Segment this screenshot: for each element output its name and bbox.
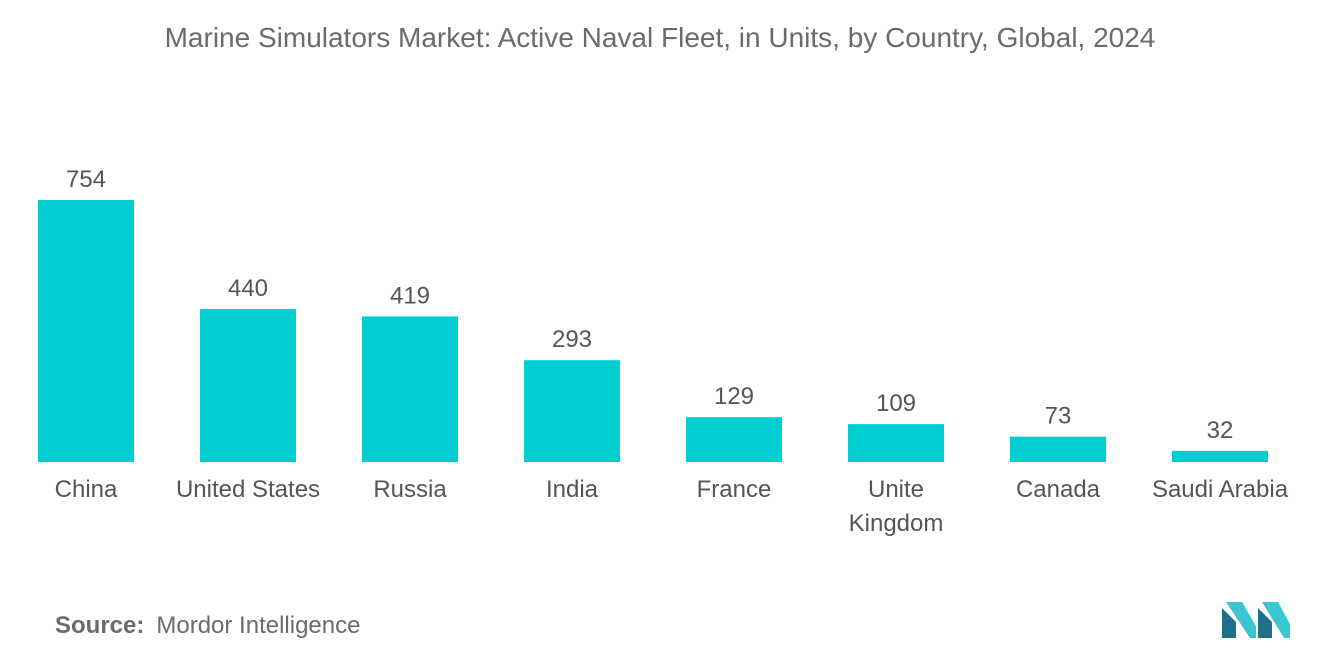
data-label: 32	[1207, 417, 1234, 444]
data-label: 293	[552, 326, 592, 353]
bar	[362, 316, 458, 462]
x-tick-label: Saudi Arabia	[1152, 476, 1289, 503]
bar	[200, 309, 296, 462]
chart-title: Marine Simulators Market: Active Naval F…	[164, 22, 1156, 53]
x-tick-label: Canada	[1016, 476, 1101, 503]
mordor-intelligence-logo-icon	[1222, 602, 1290, 638]
bar	[848, 424, 944, 462]
source-note: Source: Mordor Intelligence	[55, 612, 360, 640]
x-tick-label: India	[546, 476, 599, 503]
bar	[1172, 450, 1268, 462]
data-label: 73	[1045, 403, 1072, 430]
x-tick-label: United States	[176, 476, 320, 503]
data-label: 440	[228, 275, 268, 302]
source-label: Source:	[55, 612, 145, 639]
x-tick-label: Russia	[373, 476, 447, 503]
bar	[38, 200, 134, 462]
data-label: 129	[714, 383, 754, 410]
data-label: 109	[876, 390, 916, 417]
x-tick-label: France	[697, 476, 772, 503]
bar	[1010, 436, 1106, 462]
source-text: Mordor Intelligence	[156, 612, 361, 639]
data-label: 419	[390, 282, 430, 309]
bar-chart: 754 China 440 United States 419 Russia 293 Indi…	[38, 166, 1289, 537]
bar	[524, 360, 620, 462]
x-tick-label: China	[55, 476, 118, 503]
data-label: 754	[66, 166, 106, 193]
bar	[686, 417, 782, 462]
x-tick-label: Kingdom	[849, 510, 944, 537]
x-tick-label: Unite	[868, 476, 924, 503]
